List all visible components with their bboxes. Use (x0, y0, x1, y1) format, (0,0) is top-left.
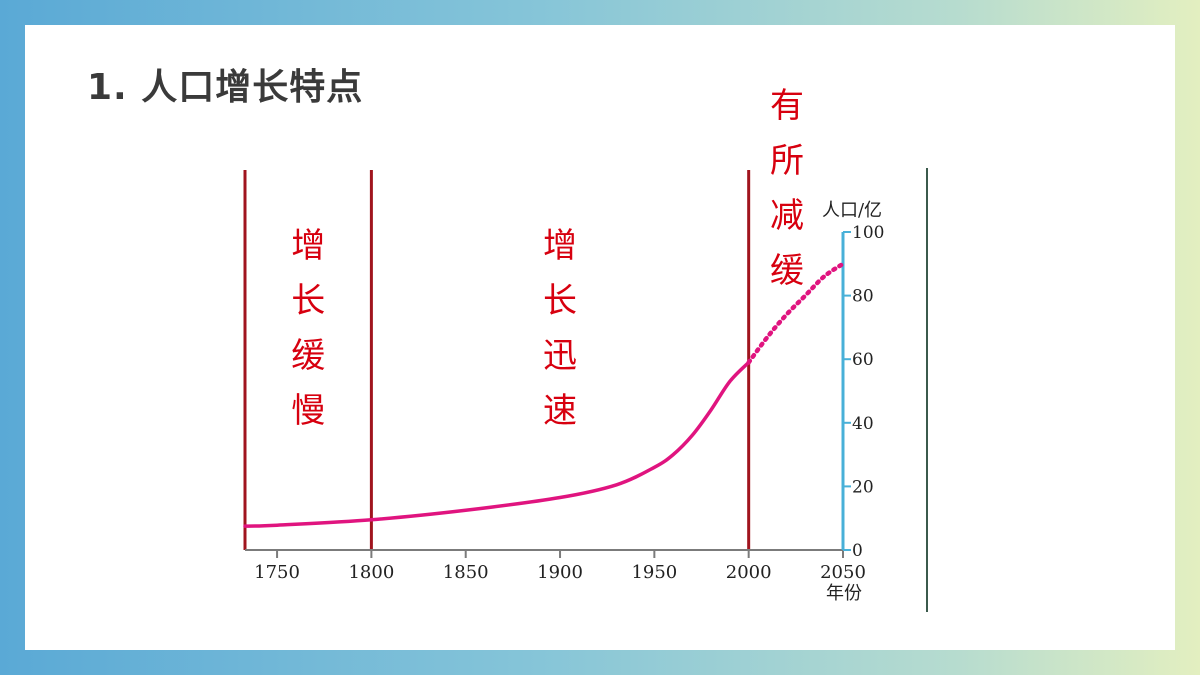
axes (245, 168, 928, 612)
phase-label-char: 增 (291, 226, 325, 266)
y-tick-label: 100 (852, 223, 884, 243)
x-tick-label: 1850 (443, 562, 489, 583)
series-line-dotted (746, 261, 846, 365)
phase-label-char: 缓 (291, 336, 325, 376)
slide-title: 1. 人口增长特点 (87, 67, 364, 108)
x-tick-label: 1900 (537, 562, 583, 583)
series-group (243, 261, 846, 528)
x-tick-label: 2050 (820, 562, 866, 583)
y-tick-label: 60 (852, 350, 874, 370)
y-tick-label: 40 (852, 414, 874, 434)
slide-card (25, 25, 1175, 650)
y-tick-label: 80 (852, 287, 874, 307)
series-line-solid (243, 360, 751, 528)
x-tick-label: 1800 (348, 562, 394, 583)
phase-label-char: 长 (291, 281, 325, 321)
y-ticks: 0 20 40 60 80 100 (843, 223, 884, 561)
phase-label-char: 缓 (770, 251, 804, 291)
x-tick-label: 2000 (726, 562, 772, 583)
x-tick-label: 1950 (631, 562, 677, 583)
phase-label-char: 慢 (291, 391, 325, 431)
phase-label-char: 长 (543, 281, 577, 321)
x-ticks: 1750 1800 1850 1900 1950 2000 2050 (254, 550, 866, 583)
x-tick-label: 1750 (254, 562, 300, 583)
phase-label-char: 迅 (543, 336, 577, 376)
phase-label-char: 有 (770, 86, 804, 126)
phase-label-char: 增 (543, 226, 577, 266)
phase-label-char: 减 (770, 196, 804, 236)
phase-label-char: 所 (770, 141, 804, 181)
y-axis-label: 人口/亿 (822, 200, 882, 221)
x-axis-label: 年份 (826, 583, 862, 604)
phase-label-char: 速 (543, 391, 577, 431)
y-tick-label: 0 (852, 541, 863, 561)
y-tick-label: 20 (852, 477, 874, 497)
